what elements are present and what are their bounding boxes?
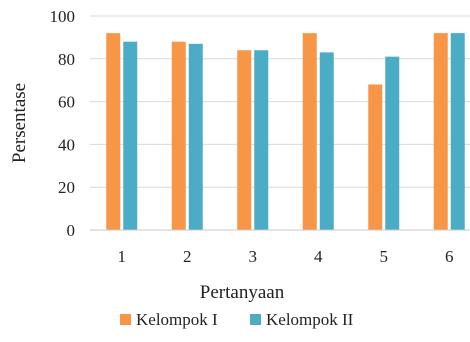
y-tick-label: 60	[58, 93, 75, 112]
x-tick-label: 2	[183, 247, 192, 266]
bar-kelompok-1-q4	[302, 33, 317, 231]
legend-swatch-kelompok-2	[250, 314, 261, 325]
legend-label-kelompok-2: Kelompok II	[266, 310, 354, 329]
bar-kelompok-2-q2	[188, 43, 203, 230]
bar-kelompok-1-q2	[171, 41, 186, 231]
bar-kelompok-2-q4	[319, 52, 334, 230]
y-tick-labels: 0 20 40 60 80 100	[50, 7, 76, 240]
x-tick-label: 3	[249, 247, 258, 266]
y-tick-label: 40	[58, 135, 75, 154]
bars	[106, 33, 465, 231]
x-tick-label: 6	[445, 247, 454, 266]
bar-kelompok-2-q6	[450, 33, 465, 231]
x-axis-title: Pertanyaan	[200, 282, 285, 303]
x-tick-label: 4	[314, 247, 323, 266]
gridlines	[90, 15, 470, 188]
y-tick-label: 0	[67, 221, 76, 240]
bar-kelompok-1-q6	[433, 33, 448, 231]
bar-kelompok-1-q1	[106, 33, 121, 231]
x-tick-label: 5	[380, 247, 389, 266]
x-tick-labels: 1 2 3 4 5 6	[118, 247, 454, 266]
legend-label-kelompok-1: Kelompok I	[136, 310, 218, 329]
x-tick-label: 1	[118, 247, 127, 266]
legend-swatch-kelompok-1	[120, 314, 131, 325]
bar-kelompok-2-q3	[254, 50, 269, 230]
bar-kelompok-2-q5	[385, 56, 400, 230]
bar-kelompok-2-q1	[123, 41, 138, 231]
y-tick-label: 80	[58, 50, 75, 69]
y-tick-label: 20	[58, 178, 75, 197]
y-axis-title: Persentase	[9, 83, 30, 163]
legend: Kelompok I Kelompok II	[120, 310, 354, 329]
bar-kelompok-1-q3	[237, 50, 252, 230]
y-tick-label: 100	[50, 7, 76, 26]
bar-kelompok-1-q5	[368, 84, 383, 230]
